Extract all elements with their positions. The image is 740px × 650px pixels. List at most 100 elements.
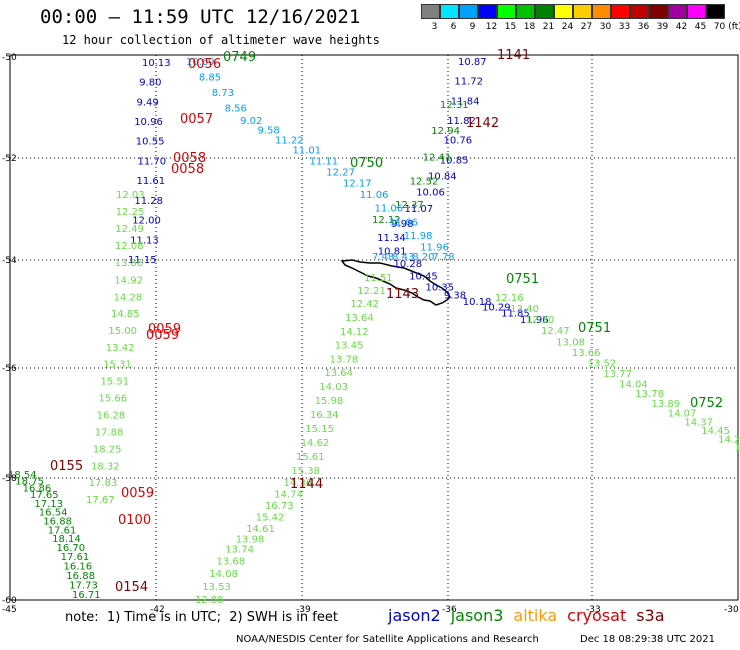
swh-value: 9.98 <box>391 219 413 230</box>
swh-value: 14.22 <box>718 434 740 445</box>
legend-swatch <box>497 4 516 19</box>
swh-value: 15.42 <box>256 513 285 524</box>
legend-swatch <box>649 4 668 19</box>
track-jason3: 12.31 12.94 12.41 12.52 12.37 12.12 <box>372 100 469 226</box>
swh-value: 11.01 <box>293 146 322 157</box>
credit-line: NOAA/NESDIS Center for Satellite Applica… <box>236 634 539 645</box>
swh-value: 12.49 <box>115 224 144 235</box>
swh-value: 15.66 <box>99 394 128 405</box>
swh-value: 17.61 <box>48 525 77 536</box>
swh-value: 11.11 <box>310 156 339 167</box>
swh-value: 13.74 <box>225 545 254 556</box>
altimeter-tracks: 10.87 11.72 11.84 11.82 10.76 10.85 10.84 10.06… <box>8 57 740 606</box>
pass-time-label: 0750 <box>350 156 383 171</box>
swh-value: 11.66 <box>389 217 418 228</box>
swh-value: 12.31 <box>440 100 469 111</box>
pass-time-label: 0059 <box>121 486 154 501</box>
swh-value: 17.73 <box>69 581 98 592</box>
swh-value: 14.74 <box>274 490 303 501</box>
swh-value: 11.13 <box>130 235 159 246</box>
legend-unit: (ft) <box>728 22 740 32</box>
legend-swatch <box>440 4 459 19</box>
swh-value: 16.73 <box>265 501 294 512</box>
swh-value: 10.45 <box>409 271 438 282</box>
swh-value: 10.18 <box>463 297 492 308</box>
satellite-altika: altika <box>513 606 558 625</box>
axis-labels: -50 -52 -54 -56 -58 -60-45 -42 -39 -36 -33 -30 <box>2 53 739 615</box>
swh-value: 13.08 <box>556 337 585 348</box>
pass-time-label: 0751 <box>506 272 539 287</box>
legend-swatch <box>706 4 725 19</box>
swh-value: 9.38 <box>444 290 466 301</box>
swh-value: 14.08 <box>209 569 238 580</box>
swh-value: 11.85 <box>501 308 530 319</box>
swh-value: 13.68 <box>217 556 246 567</box>
legend-swatch <box>573 4 592 19</box>
lon-label: -30 <box>724 605 739 615</box>
swh-value: 13.42 <box>106 343 135 354</box>
swh-value: 11.61 <box>137 176 166 187</box>
legend-swatch <box>592 4 611 19</box>
swh-value: 15.00 <box>108 326 137 337</box>
swh-value: 13.78 <box>330 354 359 365</box>
swh-value: 17.67 <box>86 495 115 506</box>
swh-value: 12.16 <box>495 293 524 304</box>
swh-value: 16.88 <box>43 517 72 528</box>
swh-value: 10.28 <box>394 259 423 270</box>
legend-swatch <box>516 4 535 19</box>
swh-value: 10.13 <box>142 58 171 69</box>
swh-value: 16.54 <box>39 508 68 519</box>
swh-value: 14.61 <box>246 524 275 535</box>
swh-value: 13.45 <box>335 341 364 352</box>
swh-value: 12.08 <box>115 241 144 252</box>
swh-value: 11.96 <box>520 315 549 326</box>
legend-label: 30 <box>599 22 612 32</box>
swh-value: 11.82 <box>447 116 476 127</box>
swh-value: 8.73 <box>212 88 234 99</box>
pass-time-label: 0058 <box>171 162 204 177</box>
island-outline <box>340 259 451 306</box>
swh-value: 17.65 <box>30 490 59 501</box>
swh-value: 12.00 <box>132 216 161 227</box>
legend-label: 3 <box>431 22 438 32</box>
satellite-jason2: jason2 <box>388 606 441 625</box>
satellite-cryosat: cryosat <box>567 606 627 625</box>
legend-swatch <box>421 4 440 19</box>
pass-time-label: 0155 <box>50 459 83 474</box>
swh-value: 12.25 <box>116 207 145 218</box>
swh-value: 11.84 <box>451 96 480 107</box>
track-jason2: 10.87 11.72 11.84 11.82 10.76 10.85 10.84 10.06… <box>377 57 549 326</box>
swh-value: 17.61 <box>61 552 90 563</box>
swh-value: 12.37 <box>395 200 424 211</box>
satellite-legend: jason2 jason3 altika cryosat s3a <box>388 606 675 625</box>
swh-value: 10.06 <box>416 188 445 199</box>
swh-value: 14.03 <box>319 382 348 393</box>
swh-value: 13.64 <box>345 313 374 324</box>
satellite-s3a: s3a <box>636 606 665 625</box>
pass-time-label: 0749 <box>223 50 256 65</box>
timestamp: Dec 18 08:29:38 UTC 2021 <box>580 634 715 645</box>
swh-value: 14.45 <box>701 426 730 437</box>
swh-value: 8.20 <box>412 252 434 263</box>
pass-time-label: 0751 <box>578 321 611 336</box>
swh-value: 12.12 <box>372 215 401 226</box>
lon-label: -33 <box>586 605 601 615</box>
swh-value: 10.35 <box>426 282 455 293</box>
swh-value: 12.42 <box>350 299 379 310</box>
pass-time-label: 0154 <box>115 580 148 595</box>
swh-value: 17.13 <box>34 499 63 510</box>
swh-value: 13.78 <box>635 389 664 400</box>
swh-value: 13.89 <box>652 399 681 410</box>
swh-value: 12.30 <box>526 315 555 326</box>
swh-value: 11.22 <box>275 136 304 147</box>
legend-swatch <box>687 4 706 19</box>
swh-value: 13.86 <box>115 258 144 269</box>
legend-swatch <box>630 4 649 19</box>
swh-value: 18.32 <box>91 461 120 472</box>
legend-label: 21 <box>542 22 555 32</box>
swh-value: 16.28 <box>97 410 126 421</box>
swh-value: 11.06 <box>360 190 389 201</box>
swh-value: 15.38 <box>291 466 320 477</box>
legend-swatch <box>459 4 478 19</box>
legend-label: 70 <box>713 22 726 32</box>
